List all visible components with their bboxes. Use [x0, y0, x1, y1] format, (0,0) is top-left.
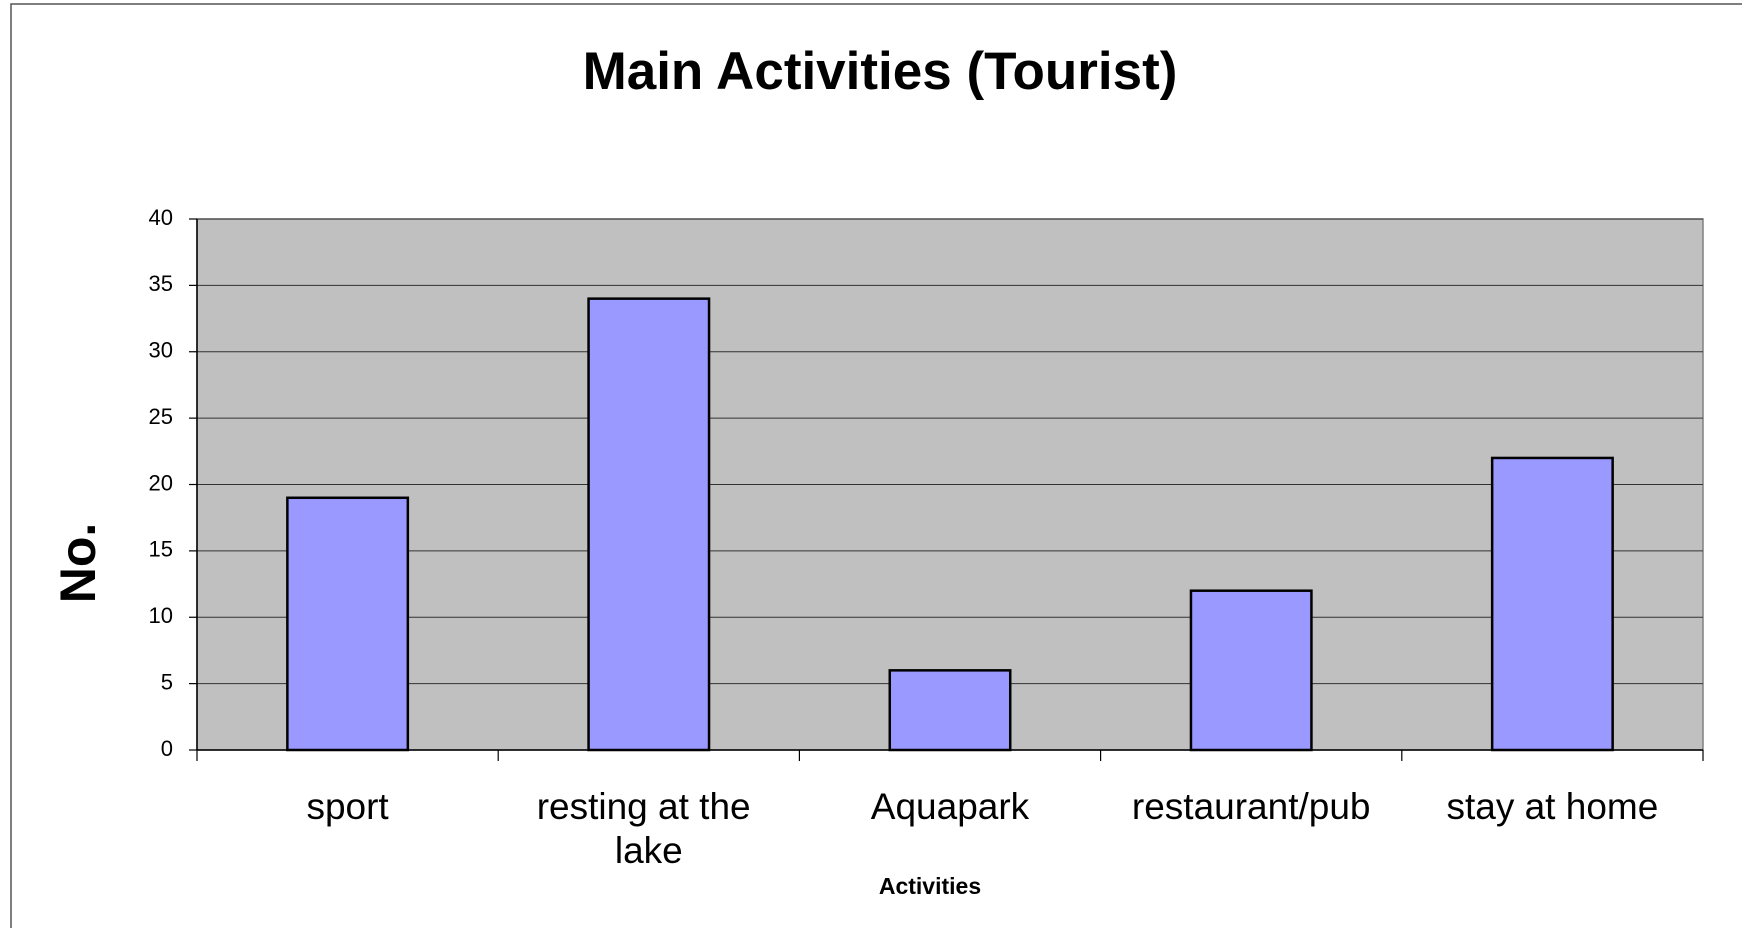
x-tick-label: Aquapark	[871, 786, 1030, 827]
x-tick-label: restaurant/pub	[1132, 786, 1371, 827]
x-tick-label: sport	[306, 786, 389, 827]
y-tick-label: 0	[161, 736, 173, 761]
y-tick-label: 15	[149, 537, 173, 562]
y-tick-label: 5	[161, 669, 173, 694]
x-axis-label: Activities	[879, 873, 981, 899]
y-tick-label: 30	[149, 338, 173, 363]
bar	[888, 669, 1012, 752]
y-tick-label: 40	[149, 205, 173, 230]
y-tick-label: 20	[149, 470, 173, 495]
bar	[1189, 589, 1313, 752]
bar	[1490, 456, 1614, 752]
x-tick-label: stay at home	[1446, 786, 1658, 827]
bar	[286, 496, 410, 752]
y-tick-label: 35	[149, 271, 173, 296]
y-tick-label: 10	[149, 603, 173, 628]
chart-title: Main Activities (Tourist)	[583, 42, 1178, 101]
x-tick-label: resting at the lake	[537, 786, 761, 871]
y-axis-label: No.	[50, 523, 106, 604]
y-tick-label: 25	[149, 404, 173, 429]
bar	[587, 297, 711, 752]
